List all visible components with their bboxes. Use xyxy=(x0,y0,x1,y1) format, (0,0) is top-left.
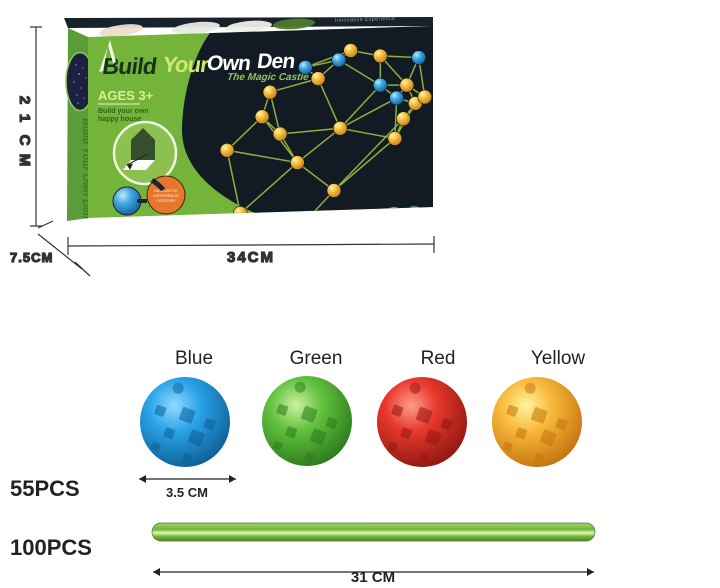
svg-text:55PCS: 55PCS xyxy=(10,476,80,501)
svg-text:7.5CM: 7.5CM xyxy=(10,250,53,265)
svg-text:M: M xyxy=(16,154,33,167)
svg-text:Blue: Blue xyxy=(175,348,213,369)
svg-text:100PCS: 100PCS xyxy=(10,535,92,560)
svg-text:happy house: happy house xyxy=(98,116,141,123)
svg-text:eiusmod tempor incididunt ut l: eiusmod tempor incididunt ut labore et d… xyxy=(97,232,211,237)
svg-text:Yellow: Yellow xyxy=(531,348,586,369)
svg-text:Red: Red xyxy=(421,348,456,369)
svg-text:Green: Green xyxy=(290,348,343,369)
svg-text:2: 2 xyxy=(16,96,33,104)
svg-text:1: 1 xyxy=(16,114,33,122)
svg-text:Build your own: Build your own xyxy=(98,108,149,115)
svg-text:EXPERIENCE: EXPERIENCE xyxy=(153,193,179,198)
svg-text:Lorem ipsum dolor sit amet con: Lorem ipsum dolor sit amet consectetur a… xyxy=(97,226,214,231)
svg-text:31 CM: 31 CM xyxy=(351,569,395,586)
svg-text:C: C xyxy=(16,135,33,146)
svg-text:Your: Your xyxy=(161,52,211,77)
svg-text:Build: Build xyxy=(101,53,158,79)
svg-text:CATEGORY: CATEGORY xyxy=(156,199,176,203)
svg-text:The Magic Castle: The Magic Castle xyxy=(226,72,310,83)
svg-text:Den: Den xyxy=(256,50,296,73)
svg-text:3.5 CM: 3.5 CM xyxy=(166,485,208,500)
svg-text:This combination are warranty!: This combination are warranty! xyxy=(97,217,193,224)
svg-text:AGES 3+: AGES 3+ xyxy=(98,88,154,103)
svg-text:34CM: 34CM xyxy=(227,249,275,266)
